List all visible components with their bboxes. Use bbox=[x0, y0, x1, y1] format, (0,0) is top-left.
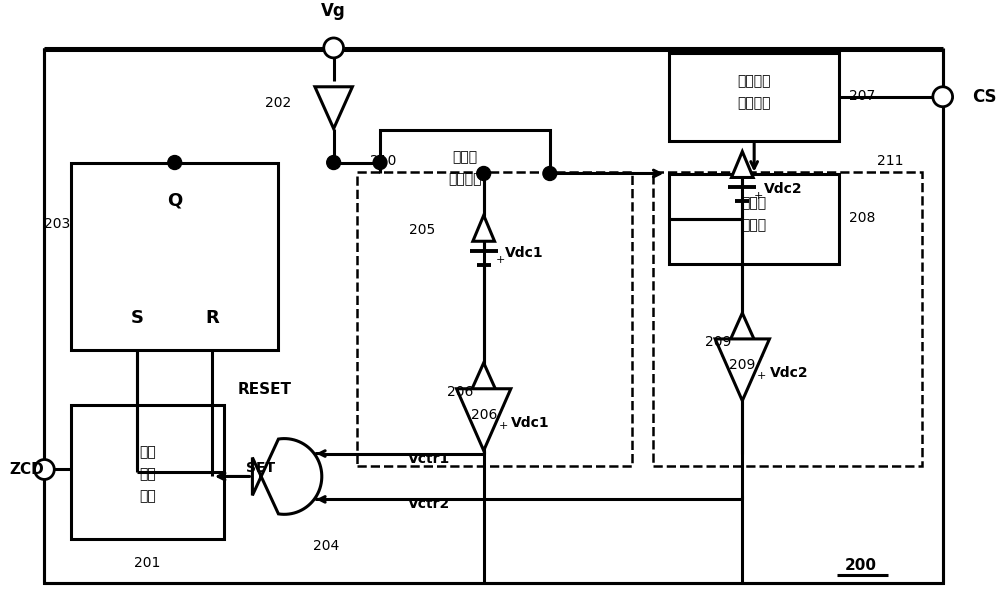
Bar bbox=[71, 404, 224, 540]
Text: Vctr2: Vctr2 bbox=[408, 497, 451, 511]
Text: 211: 211 bbox=[877, 153, 903, 167]
Text: +: + bbox=[757, 371, 766, 381]
Text: Vctr1: Vctr1 bbox=[408, 452, 451, 466]
Text: 208: 208 bbox=[849, 211, 875, 225]
Bar bbox=[380, 130, 550, 218]
Text: CS: CS bbox=[972, 88, 997, 106]
Text: R: R bbox=[205, 309, 219, 327]
Circle shape bbox=[543, 167, 557, 180]
Text: ZCD: ZCD bbox=[10, 462, 45, 477]
Polygon shape bbox=[315, 87, 352, 129]
Circle shape bbox=[373, 156, 387, 169]
Text: Vdc2: Vdc2 bbox=[764, 183, 803, 196]
Text: 206: 206 bbox=[471, 408, 497, 422]
Text: Q: Q bbox=[167, 191, 182, 210]
Polygon shape bbox=[715, 339, 769, 401]
Text: 电流均值: 电流均值 bbox=[737, 74, 771, 88]
Circle shape bbox=[933, 87, 953, 107]
Text: 209: 209 bbox=[729, 358, 756, 372]
Bar bbox=[71, 163, 278, 350]
Polygon shape bbox=[731, 152, 753, 177]
Text: 206: 206 bbox=[447, 385, 473, 399]
Text: 202: 202 bbox=[265, 96, 291, 110]
Text: +: + bbox=[754, 191, 764, 202]
Text: SET: SET bbox=[246, 461, 275, 475]
Text: 锯齿波: 锯齿波 bbox=[452, 150, 477, 164]
Text: 200: 200 bbox=[845, 558, 877, 573]
Text: 电路: 电路 bbox=[139, 489, 156, 503]
Text: 过零: 过零 bbox=[139, 445, 156, 459]
Text: 203: 203 bbox=[44, 218, 70, 232]
Text: Vdc1: Vdc1 bbox=[505, 246, 544, 260]
Text: +: + bbox=[496, 255, 505, 265]
Text: Vdc1: Vdc1 bbox=[511, 415, 550, 430]
Circle shape bbox=[324, 38, 344, 58]
Text: 比例叠: 比例叠 bbox=[742, 196, 767, 210]
Text: 201: 201 bbox=[134, 556, 161, 570]
Polygon shape bbox=[473, 215, 495, 241]
Text: 获取电路: 获取电路 bbox=[737, 96, 771, 110]
Bar bbox=[44, 50, 943, 583]
Text: 210: 210 bbox=[370, 153, 396, 167]
Circle shape bbox=[35, 459, 54, 480]
Bar bbox=[653, 172, 922, 466]
Bar bbox=[669, 175, 839, 264]
Polygon shape bbox=[724, 313, 761, 355]
Polygon shape bbox=[252, 439, 322, 514]
Circle shape bbox=[327, 156, 341, 169]
Circle shape bbox=[477, 167, 491, 180]
Bar bbox=[357, 172, 632, 466]
Text: +: + bbox=[498, 420, 508, 431]
Text: 209: 209 bbox=[705, 335, 732, 349]
Text: 加电路: 加电路 bbox=[742, 218, 767, 232]
Bar bbox=[669, 53, 839, 141]
Text: Vg: Vg bbox=[321, 2, 346, 20]
Circle shape bbox=[168, 156, 182, 169]
Text: 205: 205 bbox=[409, 223, 436, 237]
Text: 检测: 检测 bbox=[139, 467, 156, 481]
Text: 207: 207 bbox=[849, 89, 875, 103]
Text: 发生电路: 发生电路 bbox=[448, 172, 482, 186]
Text: 204: 204 bbox=[313, 540, 339, 553]
Polygon shape bbox=[457, 389, 511, 450]
Text: Vdc2: Vdc2 bbox=[770, 366, 809, 380]
Text: RESET: RESET bbox=[238, 382, 292, 397]
Polygon shape bbox=[465, 363, 502, 404]
Text: S: S bbox=[131, 309, 144, 327]
